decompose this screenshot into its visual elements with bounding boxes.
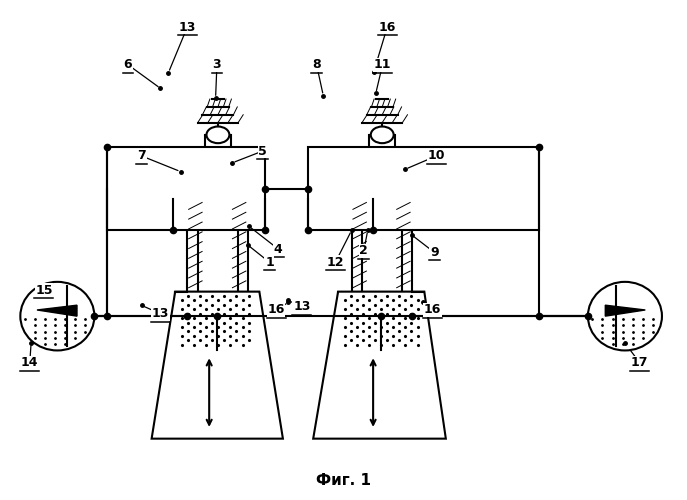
Bar [175,292,260,350]
Ellipse shape [21,282,94,350]
Text: 10: 10 [428,150,445,162]
Ellipse shape [588,282,662,350]
Text: 6: 6 [124,58,133,71]
Bar [198,198,238,292]
Text: 13: 13 [293,300,311,314]
Bar [188,198,204,292]
Text: 17: 17 [631,356,649,369]
Bar [352,198,368,292]
Text: 7: 7 [137,150,146,162]
Text: 12: 12 [327,256,344,269]
Circle shape [207,126,229,143]
Text: 13: 13 [152,307,169,320]
Text: 14: 14 [21,356,38,369]
Text: 16: 16 [267,304,285,316]
Bar [362,198,402,292]
Bar [106,147,264,230]
Text: 11: 11 [374,58,392,71]
Polygon shape [313,292,446,438]
Text: 3: 3 [212,58,221,71]
Bar [369,135,395,198]
Circle shape [371,126,394,143]
Text: 5: 5 [258,144,267,158]
Bar [205,135,231,198]
Text: 13: 13 [179,20,196,34]
Bar [231,198,248,292]
Polygon shape [152,292,283,438]
Bar [338,292,425,350]
Text: 1: 1 [265,256,274,269]
Text: 4: 4 [274,242,282,256]
Text: 16: 16 [424,304,441,316]
Text: 9: 9 [430,246,439,259]
Text: 8: 8 [313,58,321,71]
Text: 16: 16 [379,20,396,34]
Text: Фиг. 1: Фиг. 1 [316,473,371,488]
Text: 2: 2 [359,244,368,258]
Bar [395,198,412,292]
Text: 15: 15 [35,284,53,296]
Bar [308,147,539,230]
Polygon shape [37,305,77,316]
Polygon shape [605,305,645,316]
